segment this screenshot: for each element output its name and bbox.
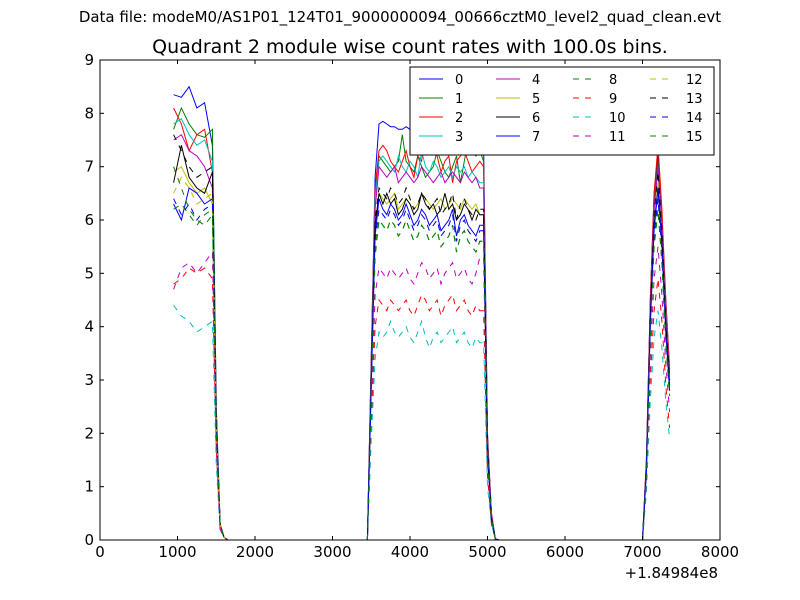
series-line-4-seg-1 xyxy=(366,165,500,540)
x-tick-label: 3000 xyxy=(313,543,351,561)
series-line-6-seg-1 xyxy=(366,191,500,540)
y-tick-label: 1 xyxy=(84,478,94,496)
series-line-9-seg-0 xyxy=(173,267,229,540)
series-line-9-seg-2 xyxy=(642,278,671,540)
series-line-1-seg-0 xyxy=(173,106,229,540)
series-line-11-seg-1 xyxy=(366,256,500,540)
series-line-2-seg-1 xyxy=(366,127,500,540)
series-line-10-seg-1 xyxy=(366,319,500,540)
x-tick-label: 0 xyxy=(95,543,105,561)
x-tick-label: 8000 xyxy=(701,543,739,561)
series-line-0-seg-1 xyxy=(366,120,500,540)
y-tick-label: 6 xyxy=(84,211,94,229)
legend-label-10: 10 xyxy=(609,111,626,126)
series-line-10-seg-2 xyxy=(642,310,671,540)
legend-label-5: 5 xyxy=(532,92,540,107)
y-tick-label: 0 xyxy=(84,531,94,549)
series-line-11-seg-2 xyxy=(642,246,671,540)
y-tick-label: 9 xyxy=(84,51,94,69)
legend-label-3: 3 xyxy=(455,130,463,145)
x-tick-label: 5000 xyxy=(468,543,506,561)
series-line-3-seg-1 xyxy=(366,150,500,540)
legend-label-11: 11 xyxy=(609,130,626,145)
legend-label-1: 1 xyxy=(455,92,463,107)
series-line-12-seg-0 xyxy=(173,176,229,540)
series-line-7-seg-0 xyxy=(173,187,229,540)
y-tick-label: 3 xyxy=(84,371,94,389)
y-tick-label: 4 xyxy=(84,318,94,336)
legend-label-15: 15 xyxy=(686,130,703,145)
series-line-8-seg-1 xyxy=(366,218,500,540)
legend-label-8: 8 xyxy=(609,73,617,88)
x-tick-label: 7000 xyxy=(623,543,661,561)
chart-title: Quadrant 2 module wise count rates with … xyxy=(152,36,668,58)
series-line-8-seg-0 xyxy=(173,203,229,540)
series-line-9-seg-1 xyxy=(366,293,500,540)
series-line-2-seg-0 xyxy=(173,107,229,540)
x-axis-offset-label: +1.84984e8 xyxy=(625,564,718,582)
series-line-0-seg-0 xyxy=(173,85,229,540)
legend-label-6: 6 xyxy=(532,111,540,126)
legend-label-4: 4 xyxy=(532,73,540,88)
figure-suptitle: Data file: modeM0/AS1P01_124T01_90000000… xyxy=(78,8,722,26)
series-line-11-seg-0 xyxy=(173,250,229,540)
series-line-6-seg-0 xyxy=(173,145,229,540)
series-line-7-seg-1 xyxy=(366,198,500,540)
legend-label-0: 0 xyxy=(455,73,463,88)
legend-label-13: 13 xyxy=(686,92,703,107)
series-line-15-seg-1 xyxy=(366,218,500,540)
y-tick-label: 2 xyxy=(84,424,94,442)
series-line-5-seg-1 xyxy=(366,191,500,540)
y-tick-label: 7 xyxy=(84,158,94,176)
x-tick-label: 2000 xyxy=(236,543,274,561)
series-line-15-seg-2 xyxy=(642,209,671,540)
series-line-13-seg-0 xyxy=(173,134,229,540)
legend-label-14: 14 xyxy=(686,111,703,126)
series-line-14-seg-1 xyxy=(366,207,500,540)
series-line-4-seg-0 xyxy=(173,133,229,540)
x-tick-label: 6000 xyxy=(546,543,584,561)
legend-label-9: 9 xyxy=(609,92,617,107)
series-line-14-seg-0 xyxy=(173,198,229,540)
y-tick-label: 8 xyxy=(84,104,94,122)
x-tick-label: 4000 xyxy=(391,543,429,561)
series-line-13-seg-1 xyxy=(366,186,500,540)
legend-label-2: 2 xyxy=(455,111,463,126)
y-tick-label: 5 xyxy=(84,264,94,282)
series-line-15-seg-0 xyxy=(173,166,229,540)
legend-label-7: 7 xyxy=(532,130,540,145)
legend-box xyxy=(409,66,715,156)
axis-ticks: 0 1000 2000 3000 4000 5000 6000 7000 80000123456… xyxy=(84,51,739,561)
x-tick-label: 1000 xyxy=(158,543,196,561)
legend-label-12: 12 xyxy=(686,73,703,88)
